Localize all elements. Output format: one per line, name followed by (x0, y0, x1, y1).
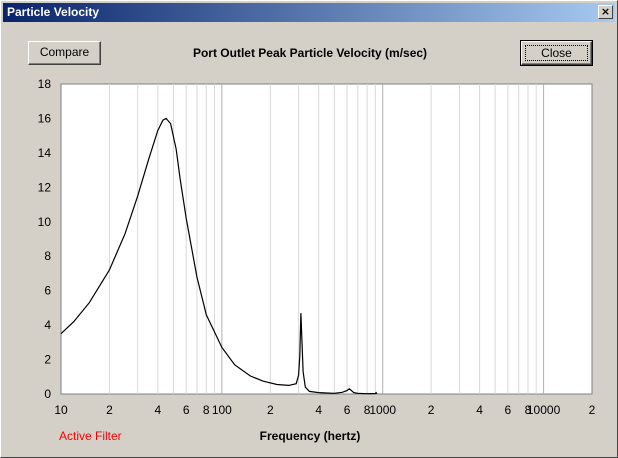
x-axis-label: Frequency (hertz) (259, 429, 361, 443)
x-tick-label: 100 (212, 403, 232, 417)
y-tick-label: 4 (44, 318, 51, 332)
x-tick-label: 2 (267, 403, 274, 417)
y-tick-label: 2 (44, 353, 51, 367)
x-tick-label: 8 (525, 403, 532, 417)
velocity-curve (60, 117, 378, 395)
x-tick-label: 2 (428, 403, 435, 417)
window-title: Particle Velocity (7, 5, 100, 19)
y-tick-label: 16 (38, 111, 52, 125)
x-tick-label: 10 (54, 403, 68, 417)
y-tick-label: 0 (44, 387, 51, 401)
y-tick-label: 14 (38, 146, 52, 160)
close-button-label: Close (541, 46, 572, 60)
close-icon[interactable]: × (598, 5, 613, 19)
compare-button-label: Compare (39, 45, 90, 59)
chart-title: Port Outlet Peak Particle Velocity (m/se… (192, 46, 428, 60)
x-tick-label: 2 (589, 403, 596, 417)
x-tick-label: 1000 (369, 403, 396, 417)
y-tick-labels: 0 2 4 6 8 10 12 14 16 18 (38, 77, 52, 401)
x-tick-label: 6 (344, 403, 351, 417)
x-tick-label: 10000 (527, 403, 561, 417)
plot-area (60, 83, 593, 395)
x-tick-label: 8 (203, 403, 210, 417)
y-tick-label: 12 (38, 180, 52, 194)
x-tick-label: 8 (364, 403, 371, 417)
x-tick-label: 4 (155, 403, 162, 417)
y-tick-label: 18 (38, 77, 52, 91)
y-tick-label: 6 (44, 284, 51, 298)
x-tick-label: 4 (315, 403, 322, 417)
x-tick-label: 2 (106, 403, 113, 417)
x-tick-label: 4 (476, 403, 483, 417)
y-tick-label: 8 (44, 249, 51, 263)
active-filter-label: Active Filter (59, 429, 122, 443)
y-tick-label: 10 (38, 215, 52, 229)
title-bar: Particle Velocity × (3, 3, 615, 22)
compare-button[interactable]: Compare (28, 41, 101, 65)
close-button-focus: Close (525, 45, 588, 61)
x-tick-label: 6 (183, 403, 190, 417)
grid-layer (108, 84, 545, 394)
close-button[interactable]: Close (520, 40, 593, 66)
x-tick-label: 6 (505, 403, 512, 417)
